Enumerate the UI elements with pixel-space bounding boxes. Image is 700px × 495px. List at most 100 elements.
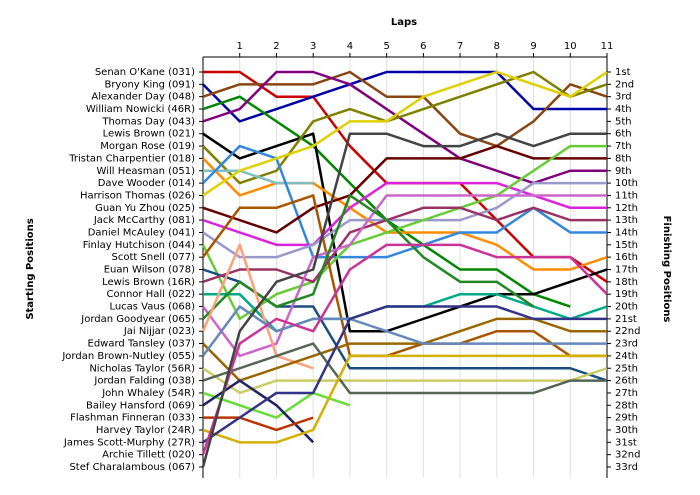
chart-title: Laps	[391, 17, 417, 28]
position-line	[202, 144, 607, 234]
y2-tick-label: 10th	[615, 178, 638, 189]
y-tick-label: Euan Wilson (078)	[104, 265, 195, 276]
x-tick-label: 7	[457, 41, 463, 52]
y2-tick-label: 20th	[615, 302, 638, 313]
y2-tick-label: 29th	[615, 413, 638, 424]
y-tick-label: Lewis Brown (021)	[103, 129, 195, 140]
x-tick-label: 4	[347, 41, 353, 52]
position-line	[202, 354, 607, 444]
y-tick-label: Will Heasman (051)	[97, 166, 196, 177]
y-tick-label: Stef Charalambous (067)	[69, 462, 195, 473]
position-line	[202, 70, 607, 185]
position-line	[202, 317, 607, 382]
y-tick-label: Scott Snell (077)	[112, 252, 196, 263]
y2-tick-label: 18th	[615, 277, 638, 288]
position-line	[201, 144, 607, 321]
position-line	[201, 194, 607, 358]
position-line	[202, 194, 535, 320]
y2-tick-label: 19th	[615, 289, 638, 300]
x-tick-label: 9	[530, 41, 536, 52]
position-line	[202, 342, 607, 395]
y2-tick-label: 7th	[615, 141, 632, 152]
y-tick-label: Bailey Hansford (069)	[86, 400, 195, 411]
position-line	[201, 194, 607, 358]
y2-tick-label: 5th	[615, 116, 632, 127]
y2-tick-label: 32nd	[615, 450, 640, 461]
y2-tick-label: 12th	[615, 203, 638, 214]
y-tick-label: Morgan Rose (019)	[100, 141, 195, 152]
position-line	[202, 70, 608, 197]
y2-tick-label: 31st	[615, 437, 637, 448]
y2-tick-label: 26th	[615, 376, 638, 387]
position-line	[202, 132, 608, 333]
y-tick-label: James Scott-Murphy (27R)	[63, 437, 195, 448]
y-tick-label: John Whaley (54R)	[101, 388, 195, 399]
y2-axis-title: Finishing Positions	[661, 216, 672, 323]
x-tick-label: 1	[237, 41, 243, 52]
x-tick-label: 6	[420, 41, 426, 52]
y-tick-label: Jordan Goodyear (065)	[80, 314, 195, 325]
x-tick-label: 2	[273, 41, 279, 52]
x-tick-label: 11	[601, 41, 614, 52]
position-line	[202, 206, 607, 284]
position-line	[203, 416, 314, 432]
position-line	[202, 70, 608, 148]
y2-tick-label: 27th	[615, 388, 638, 399]
y2-tick-label: 9th	[615, 166, 632, 177]
y-axis-title: Starting Positions	[25, 218, 36, 319]
y2-tick-label: 3rd	[615, 92, 632, 103]
position-line	[202, 367, 608, 395]
y2-tick-label: 8th	[615, 153, 632, 164]
y-tick-label: Edward Tansley (037)	[88, 339, 196, 350]
x-tick-label: 10	[564, 41, 577, 52]
position-line	[201, 243, 608, 456]
y2-tick-label: 1st	[615, 67, 631, 78]
position-line	[202, 305, 607, 444]
y-tick-label: Flashman Finneran (033)	[70, 413, 195, 424]
y2-tick-label: 6th	[615, 129, 632, 140]
y2-tick-label: 23rd	[615, 339, 638, 350]
y-tick-label: Thomas Day (043)	[101, 116, 195, 127]
position-line	[202, 181, 607, 247]
y-tick-label: Harvey Taylor (24R)	[96, 425, 195, 436]
y2-tick-label: 21st	[615, 314, 637, 325]
x-tick-label: 3	[310, 41, 316, 52]
position-line	[201, 305, 607, 357]
y2-tick-label: 11th	[615, 190, 638, 201]
y2-tick-label: 16th	[615, 252, 638, 263]
y-tick-label: Alexander Day (048)	[91, 92, 195, 103]
y-tick-label: Nicholas Taylor (56R)	[89, 363, 195, 374]
y2-tick-label: 30th	[615, 425, 638, 436]
y-tick-label: William Nowicki (46R)	[86, 104, 195, 115]
y-tick-label: Bryony King (091)	[104, 79, 195, 90]
position-line	[202, 144, 607, 259]
y2-tick-label: 17th	[615, 265, 638, 276]
y2-tick-label: 13th	[615, 215, 638, 226]
position-line	[202, 157, 608, 271]
y-tick-label: Guan Yu Zhou (025)	[95, 203, 195, 214]
y2-tick-label: 33rd	[615, 462, 638, 473]
position-line	[202, 181, 607, 259]
y-tick-label: Jai Nijjar (023)	[123, 326, 195, 337]
y2-tick-label: 22nd	[615, 326, 640, 337]
x-tick-label: 8	[494, 41, 500, 52]
y2-tick-label: 15th	[615, 240, 638, 251]
y2-tick-label: 4th	[615, 104, 632, 115]
y-tick-label: Dave Wooder (014)	[98, 178, 195, 189]
y2-tick-label: 25th	[615, 363, 638, 374]
y-tick-label: Archie Tillett (020)	[102, 450, 195, 461]
y-tick-label: Daniel McAuley (041)	[88, 227, 195, 238]
y-tick-label: Lucas Vaus (068)	[109, 302, 195, 313]
y-tick-label: Jordan Brown-Nutley (055)	[61, 351, 195, 362]
y-tick-label: Senan O'Kane (031)	[95, 67, 195, 78]
y-tick-label: Jack McCarthy (081)	[93, 215, 195, 226]
position-line	[203, 169, 314, 185]
y2-tick-label: 28th	[615, 400, 638, 411]
x-tick-label: 5	[383, 41, 389, 52]
y2-tick-label: 14th	[615, 227, 638, 238]
position-line	[202, 70, 608, 185]
y-tick-label: Jordan Falding (038)	[93, 376, 195, 387]
y2-tick-label: 2nd	[615, 79, 634, 90]
y-tick-label: Lewis Brown (16R)	[102, 277, 195, 288]
